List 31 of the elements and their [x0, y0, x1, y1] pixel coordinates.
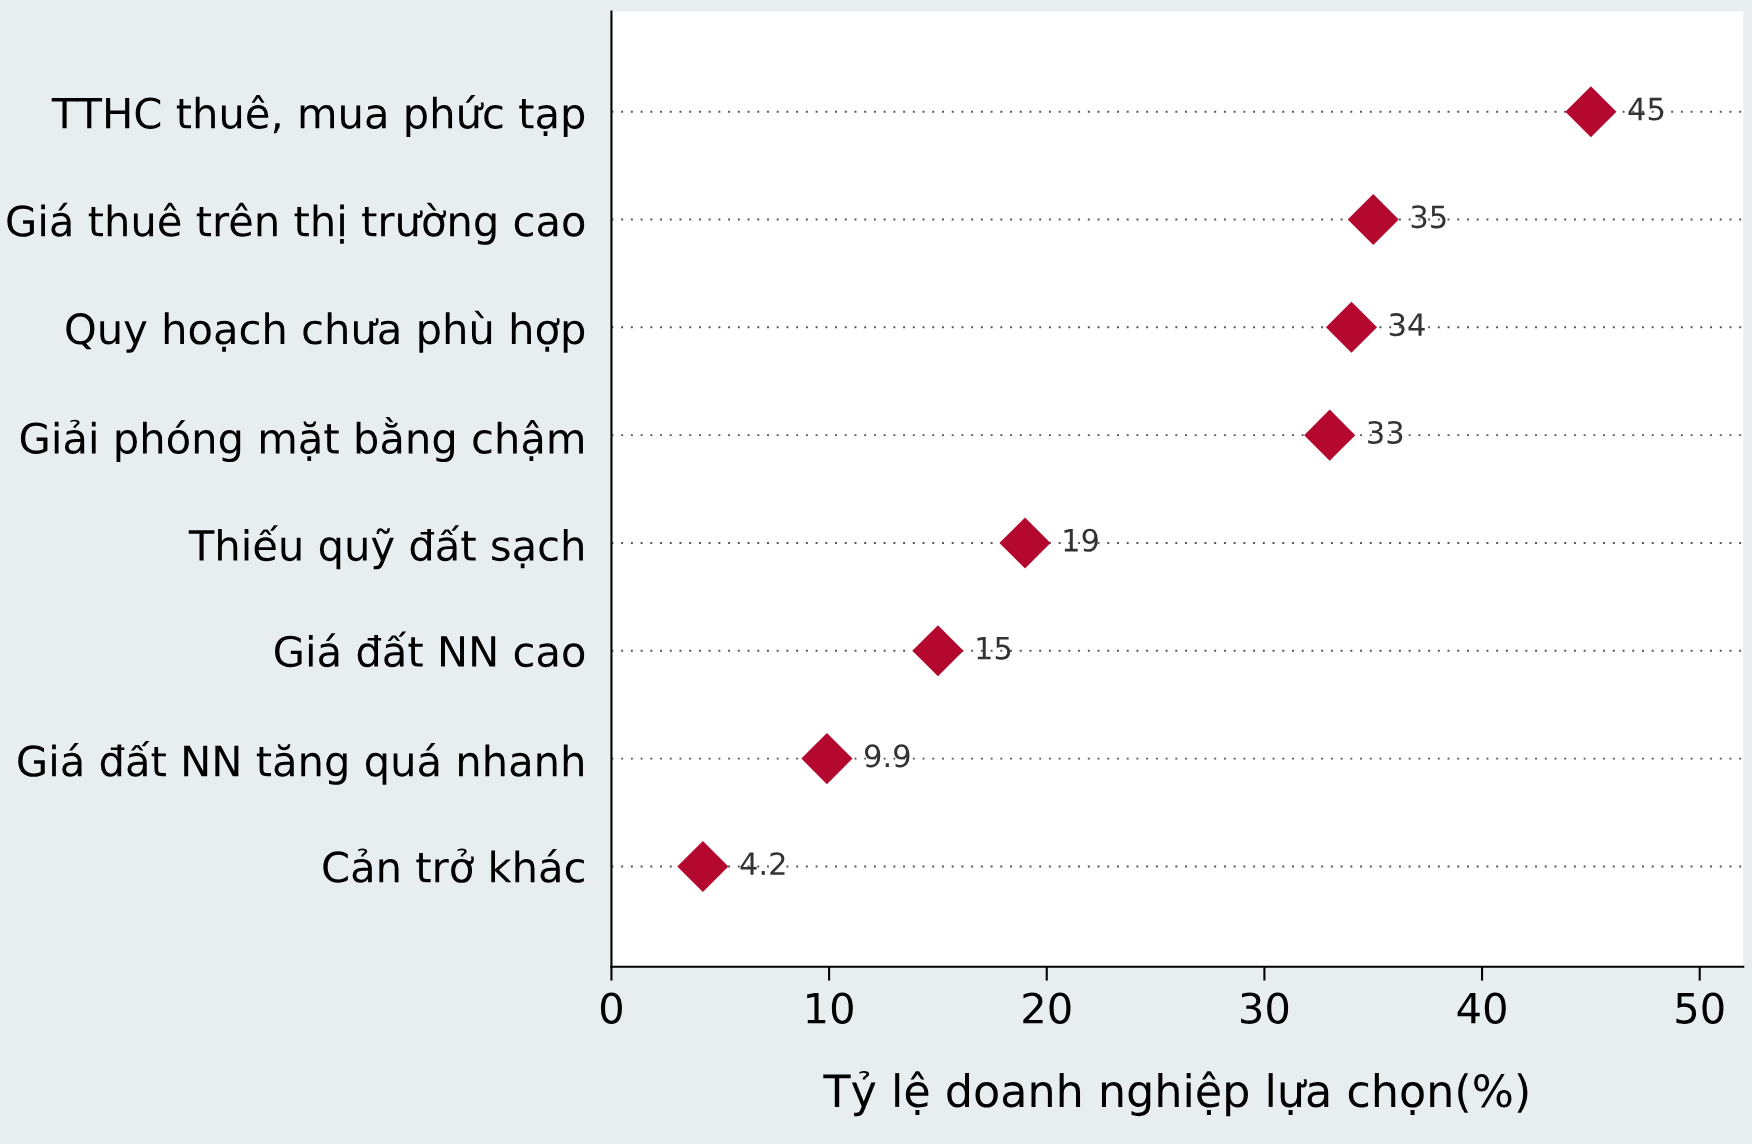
point — [677, 840, 729, 892]
y-tick-label: TTHC thuê, mua phức tạp — [51, 95, 585, 138]
y-tick-label: Giá đất NN cao — [275, 631, 585, 668]
data-label: 45 — [1628, 97, 1664, 121]
point — [1304, 409, 1356, 461]
point — [912, 625, 964, 677]
data-label: 15 — [977, 636, 1011, 660]
x-tick-label: 40 — [1457, 992, 1506, 1024]
data-label: 19 — [1064, 528, 1098, 552]
y-tick-label: Cản trở khác — [323, 848, 584, 883]
x-tick-label: 10 — [807, 992, 853, 1024]
y-tick-label: Thiếu quỹ đất sạch — [188, 525, 583, 570]
y-tick-label: Giá đất NN tăng quá nhanh — [18, 740, 583, 785]
data-label: 34 — [1389, 313, 1425, 337]
x-tick-label: 0 — [600, 992, 622, 1024]
point — [1565, 86, 1617, 138]
y-tick-label: Giải phóng mặt bằng chậm — [20, 416, 583, 463]
data-label: 4.2 — [740, 852, 785, 875]
data-label: 33 — [1368, 420, 1403, 445]
point — [1325, 301, 1377, 353]
data-label: 35 — [1411, 205, 1446, 229]
y-tick-label: Giá thuê trên thị trường cao — [7, 202, 585, 245]
x-tick-label: 20 — [1023, 992, 1071, 1024]
x-axis-title: Tỷ lệ doanh nghiệp lựa chọn(%) — [823, 1070, 1528, 1117]
x-tick-label: 50 — [1676, 992, 1724, 1024]
data-label: 9.9 — [864, 744, 910, 768]
point — [999, 517, 1051, 569]
point — [1347, 193, 1399, 246]
x-tick-label: 30 — [1241, 992, 1289, 1024]
y-tick-label: Quy hoạch chưa phù hợp — [66, 310, 585, 353]
point — [801, 733, 853, 785]
